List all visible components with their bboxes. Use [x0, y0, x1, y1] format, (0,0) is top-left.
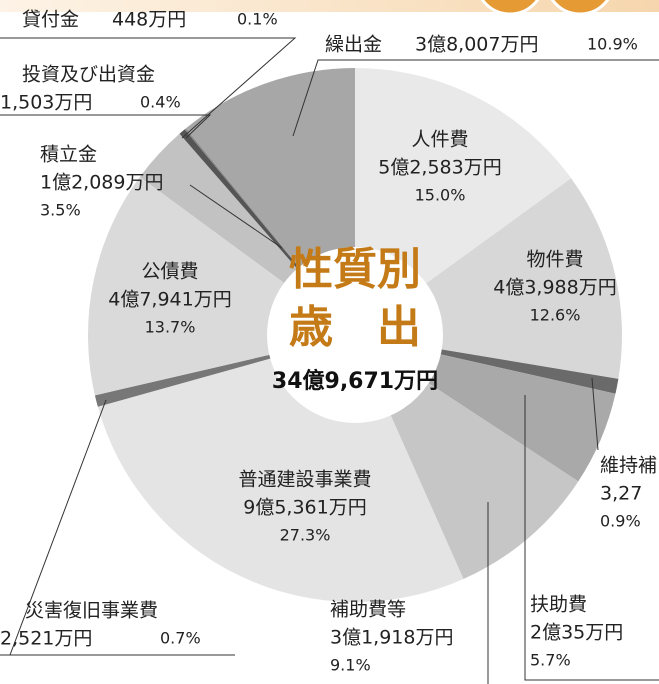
amount-label: 4億3,988万円 [493, 277, 616, 299]
center-title: 性質別 [289, 244, 421, 295]
amount-label: 2,521万円 [0, 628, 92, 650]
amount-label: 9億5,361万円 [243, 497, 366, 519]
leader [189, 184, 283, 249]
category-label: 公債費 [141, 261, 198, 283]
leader [9, 399, 107, 656]
value-label: 5.7% [530, 651, 571, 670]
value-label: 0.7% [160, 629, 201, 648]
center-subtitle: 歳 出 [289, 302, 421, 353]
category-label: 扶助費 [530, 594, 587, 616]
leader [524, 395, 659, 681]
amount-label: 1,503万円 [0, 92, 92, 114]
leader [0, 114, 212, 139]
leader-lines [0, 37, 659, 684]
amount-label: 2億35万円 [530, 622, 623, 644]
amount-label: 448万円 [112, 9, 186, 31]
value-label: 12.6% [530, 306, 581, 325]
leader [292, 59, 659, 137]
value-label: 9.1% [330, 656, 371, 675]
value-label: 15.0% [415, 186, 466, 205]
value-label: 13.7% [145, 318, 196, 337]
amount-label: 3,27 [600, 483, 642, 505]
category-label: 繰出金 [325, 34, 382, 56]
category-label: 積立金 [40, 144, 97, 166]
value-label: 10.9% [587, 35, 638, 54]
category-label: 投資及び出資金 [22, 64, 155, 86]
decor-circle [480, 0, 540, 16]
decor-circle [550, 0, 610, 16]
category-label: 貸付金 [22, 9, 79, 31]
leader [591, 377, 599, 451]
value-label: 0.4% [140, 93, 181, 112]
amount-label: 3億8,007万円 [415, 34, 538, 56]
category-label: 物件費 [526, 249, 583, 271]
category-label: 災害復旧事業費 [25, 600, 158, 622]
value-label: 27.3% [280, 526, 331, 545]
donut-hole [267, 247, 443, 423]
amount-label: 4億7,941万円 [108, 289, 231, 311]
amount-label: 1億2,089万円 [40, 172, 163, 194]
category-label: 普通建設事業費 [238, 469, 371, 491]
category-label: 人件費 [411, 129, 468, 151]
value-label: 0.1% [237, 10, 278, 29]
amount-label: 3億1,918万円 [330, 627, 453, 649]
value-label: 0.9% [600, 512, 641, 531]
value-label: 3.5% [40, 201, 81, 220]
amount-label: 5億2,583万円 [378, 157, 501, 179]
category-label: 補助費等 [330, 599, 406, 621]
leader [0, 37, 297, 139]
center-total: 34億9,671万円 [272, 368, 438, 394]
category-label: 維持補 [600, 455, 657, 477]
